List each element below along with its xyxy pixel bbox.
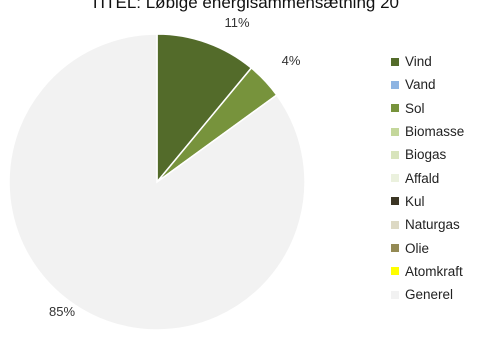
- legend-item-vand: Vand: [391, 73, 464, 96]
- pie-slices: [8, 33, 306, 331]
- legend-item-naturgas: Naturgas: [391, 213, 464, 236]
- legend-swatch: [391, 290, 399, 299]
- chart-title: TITEL: Løbige energisammensætning 20: [90, 0, 399, 12]
- chart-legend: Vind Vand Sol Biomasse Biogas Affald Kul Naturg…: [391, 50, 464, 306]
- legend-item-biogas: Biogas: [391, 143, 464, 166]
- legend-swatch: [391, 57, 399, 66]
- legend-label: Biogas: [405, 147, 447, 163]
- legend-label: Vand: [405, 77, 436, 93]
- legend-item-atomkraft: Atomkraft: [391, 260, 464, 283]
- data-label-vind: 11%: [224, 15, 249, 30]
- pie-data-labels: 11% 4% 85%: [49, 15, 301, 319]
- data-label-generel: 85%: [49, 304, 75, 319]
- legend-swatch: [391, 197, 399, 206]
- legend-label: Vind: [405, 54, 432, 70]
- legend-swatch: [391, 174, 399, 183]
- legend-item-vind: Vind: [391, 50, 464, 73]
- legend-swatch: [391, 127, 399, 136]
- legend-label: Olie: [405, 240, 430, 256]
- legend-swatch: [391, 80, 399, 89]
- legend-label: Sol: [405, 100, 425, 116]
- legend-swatch: [391, 104, 399, 113]
- legend-item-olie: Olie: [391, 236, 464, 259]
- legend-label: Generel: [405, 287, 454, 303]
- pie-slice-vind: [156, 33, 253, 185]
- legend-label: Biomasse: [405, 124, 465, 140]
- legend-item-affald: Affald: [391, 166, 464, 189]
- legend-swatch: [391, 150, 399, 159]
- pie-slice-generel: [8, 33, 306, 331]
- legend-item-generel: Generel: [391, 283, 464, 306]
- legend-swatch: [391, 244, 399, 253]
- legend-item-biomasse: Biomasse: [391, 120, 464, 143]
- legend-label: Atomkraft: [405, 263, 463, 279]
- legend-label: Affald: [405, 170, 440, 186]
- legend-label: Kul: [405, 193, 425, 209]
- legend-label: Naturgas: [405, 217, 460, 233]
- legend-swatch: [391, 220, 399, 229]
- data-label-sol: 4%: [282, 53, 301, 68]
- legend-item-kul: Kul: [391, 190, 464, 213]
- legend-item-sol: Sol: [391, 97, 464, 120]
- legend-swatch: [391, 267, 399, 276]
